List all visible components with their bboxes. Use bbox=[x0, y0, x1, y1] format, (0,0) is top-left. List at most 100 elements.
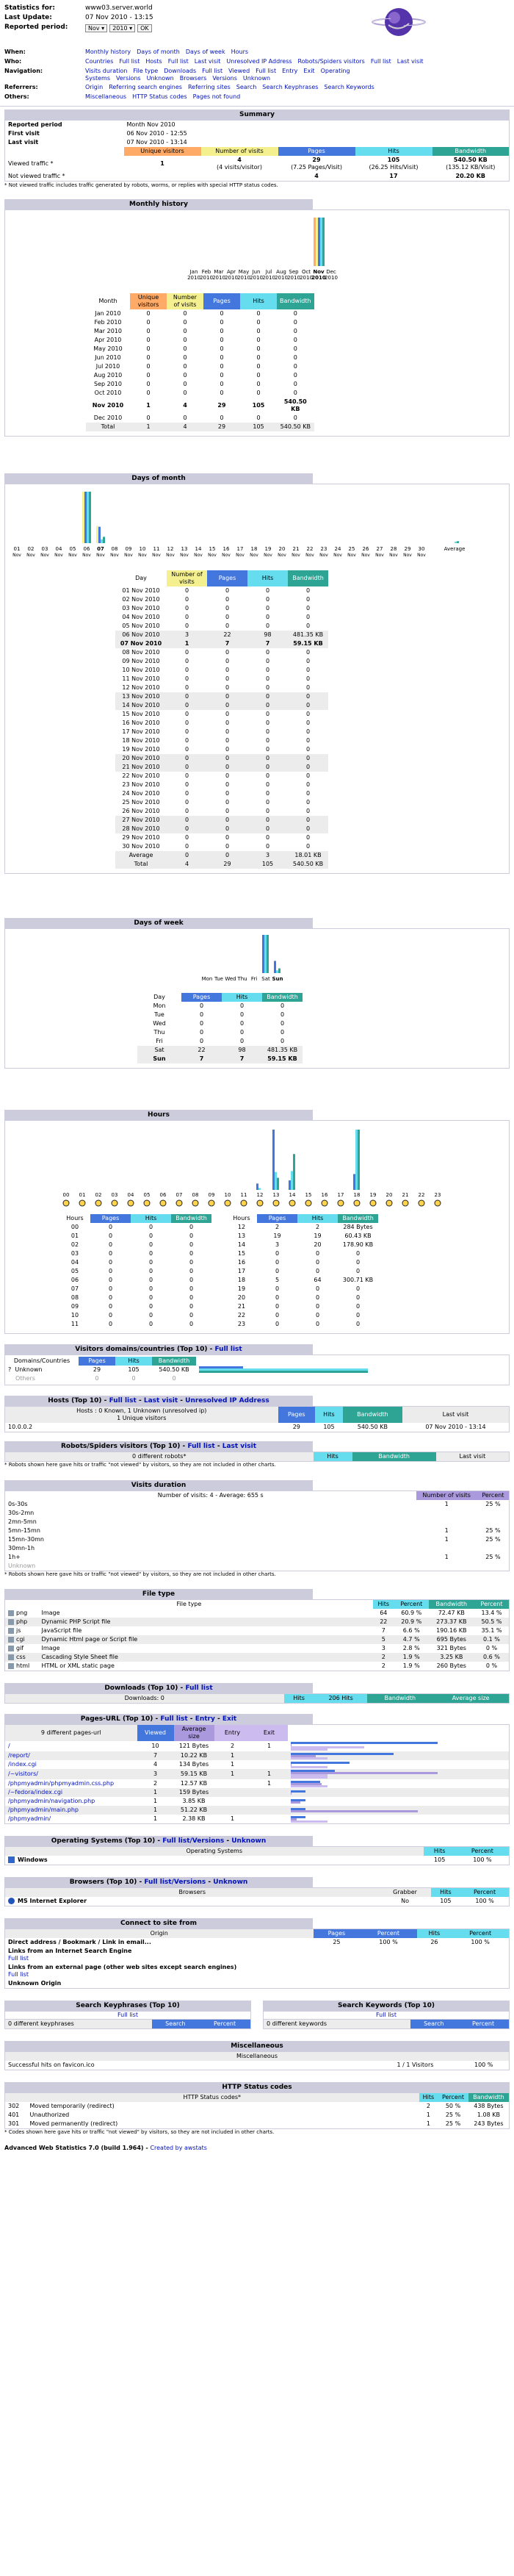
cell: 0 bbox=[239, 1028, 245, 1036]
nav-link[interactable]: Search Keyphrases bbox=[262, 84, 319, 90]
nav-link[interactable]: Referring sites bbox=[187, 84, 231, 90]
unresolved-ip-link[interactable]: Unresolved IP Address bbox=[185, 1396, 269, 1404]
nav-link[interactable]: Robots/Spiders visitors bbox=[297, 58, 365, 65]
month-axis-label: Apr bbox=[227, 269, 236, 275]
nav-link[interactable]: Last visit bbox=[194, 58, 221, 65]
nav-link[interactable]: Full list bbox=[370, 58, 391, 65]
full-list-link[interactable]: Full list bbox=[214, 1345, 242, 1353]
nav-link[interactable]: Last visit bbox=[397, 58, 424, 65]
col-header: Hits bbox=[240, 293, 277, 309]
last-visit-link[interactable]: Last visit bbox=[222, 1442, 256, 1450]
page-url-link[interactable]: /~visitors/ bbox=[4, 1769, 137, 1780]
cell: 25 % bbox=[445, 2120, 461, 2128]
nav-link[interactable]: Full list bbox=[256, 68, 277, 74]
awstats-link[interactable]: Created by awstats bbox=[150, 2145, 207, 2151]
weekday-bar bbox=[274, 961, 276, 973]
nav-link[interactable]: Viewed bbox=[228, 68, 250, 74]
col-header: Last visit bbox=[402, 1406, 510, 1423]
nav-link[interactable]: Exit bbox=[303, 68, 315, 74]
nav-link[interactable]: Miscellaneous bbox=[85, 93, 127, 100]
cell: 0 bbox=[184, 613, 189, 620]
full-list-link[interactable]: Full list bbox=[376, 2012, 397, 2019]
page-url-link[interactable]: /~fedora/index.cgi bbox=[4, 1788, 137, 1798]
full-list-link[interactable]: Full list bbox=[8, 1955, 29, 1962]
nav-label: Referrers: bbox=[4, 84, 38, 90]
nav-link[interactable]: Origin bbox=[85, 84, 104, 90]
full-list-link[interactable]: Full list bbox=[185, 1685, 213, 1693]
cell: Unauthorized bbox=[29, 2112, 70, 2119]
full-list-link[interactable]: Full list/Versions bbox=[144, 1879, 206, 1887]
unknown-link[interactable]: Unknown bbox=[213, 1879, 248, 1887]
cell: 0 bbox=[184, 728, 189, 735]
nav-link[interactable]: Browsers bbox=[179, 75, 207, 82]
nav-link[interactable]: Unknown bbox=[146, 75, 174, 82]
nav-link[interactable]: Versions bbox=[212, 75, 237, 82]
cell: 1 bbox=[444, 1526, 449, 1534]
nav-link[interactable]: Unresolved IP Address bbox=[226, 58, 292, 65]
nav-link[interactable]: Search bbox=[236, 84, 257, 90]
full-list-link[interactable]: Full list bbox=[8, 1971, 29, 1978]
unknown-link[interactable]: Unknown bbox=[231, 1837, 267, 1845]
page-url-link[interactable]: /phpmyadmin/phpmyadmin.css.php bbox=[8, 1780, 115, 1787]
cell: 0 bbox=[184, 772, 189, 779]
full-list-link[interactable]: Full list bbox=[109, 1396, 137, 1404]
day-axis-month: Nov bbox=[54, 553, 63, 558]
month-select[interactable]: Nov ▾ bbox=[85, 24, 108, 32]
page-url-link[interactable]: /report/ bbox=[4, 1751, 137, 1761]
day-axis-month: Nov bbox=[68, 553, 77, 558]
nav-link[interactable]: Countries bbox=[85, 58, 114, 65]
nav-link[interactable]: Entry bbox=[282, 68, 298, 74]
nav-link[interactable]: Full list bbox=[167, 58, 189, 65]
nav-link[interactable]: Search Keywords bbox=[324, 84, 374, 90]
nav-link[interactable]: Full list bbox=[119, 58, 140, 65]
cell: 08 Nov 2010 bbox=[122, 648, 160, 656]
cell bbox=[250, 1788, 288, 1798]
cell bbox=[214, 1797, 251, 1806]
cell: 0 bbox=[355, 1302, 361, 1310]
full-list-link[interactable]: Full list bbox=[117, 2012, 138, 2019]
page-url-link[interactable]: /index.cgi bbox=[8, 1761, 37, 1768]
cell: 0 bbox=[225, 648, 230, 656]
ok-button[interactable]: OK bbox=[137, 24, 152, 32]
hour-bar bbox=[256, 1183, 258, 1190]
page-url-link[interactable]: / bbox=[8, 1743, 10, 1750]
full-list-link[interactable]: Full list bbox=[160, 1715, 188, 1723]
clock-face-icon bbox=[144, 1200, 150, 1206]
month-bar bbox=[322, 217, 325, 266]
nav-link[interactable]: Days of month bbox=[137, 49, 180, 55]
nav-link[interactable]: Full list bbox=[202, 68, 223, 74]
nav-link[interactable]: Days of week bbox=[185, 49, 225, 55]
entry-link[interactable]: Entry bbox=[195, 1715, 215, 1723]
nav-link[interactable]: Hosts bbox=[145, 58, 162, 65]
full-list-link[interactable]: Full list bbox=[187, 1442, 215, 1450]
nav-link[interactable]: Hours bbox=[231, 49, 249, 55]
cell: 1 bbox=[214, 1751, 251, 1761]
text: 9 different pages-url bbox=[4, 1724, 137, 1742]
cell: 25 bbox=[333, 1939, 341, 1946]
full-list-link[interactable]: Full list/Versions bbox=[162, 1837, 225, 1845]
last-visit-link[interactable]: Last visit bbox=[143, 1396, 178, 1404]
cell: 0 bbox=[225, 657, 230, 664]
page-url-link[interactable]: /phpmyadmin/main.php bbox=[4, 1806, 137, 1815]
nav-link[interactable]: Referring search engines bbox=[109, 84, 182, 90]
nav-link[interactable]: Visits duration bbox=[85, 68, 128, 74]
cell: 0 bbox=[225, 719, 230, 726]
cell: 0 bbox=[280, 1019, 285, 1027]
nav-link[interactable]: Unknown bbox=[242, 75, 271, 82]
month-axis-year: 2010 bbox=[262, 275, 275, 281]
year-select[interactable]: 2010 ▾ bbox=[109, 24, 136, 32]
page-url-link[interactable]: /phpmyadmin/navigation.php bbox=[8, 1798, 95, 1805]
nav-link[interactable]: File type bbox=[133, 68, 159, 74]
text: 1 Unique visitors bbox=[117, 1414, 167, 1421]
nav-link[interactable]: Versions bbox=[116, 75, 141, 82]
exit-link[interactable]: Exit bbox=[222, 1715, 237, 1723]
http-table: HTTP Status codes* Hits Percent Bandwidth 30… bbox=[4, 2092, 510, 2130]
week-title: Days of week bbox=[4, 917, 313, 928]
nav-link[interactable]: HTTP Status codes bbox=[132, 93, 187, 100]
nav-link[interactable]: Monthly history bbox=[85, 49, 131, 55]
monthly-table: Month Unique visitors Number of visits Page… bbox=[86, 293, 314, 431]
nav-link[interactable]: Operating Systems bbox=[85, 68, 350, 82]
nav-link[interactable]: Downloads bbox=[164, 68, 197, 74]
nav-link[interactable]: Pages not found bbox=[192, 93, 241, 100]
page-url-link[interactable]: /phpmyadmin/ bbox=[8, 1815, 51, 1823]
